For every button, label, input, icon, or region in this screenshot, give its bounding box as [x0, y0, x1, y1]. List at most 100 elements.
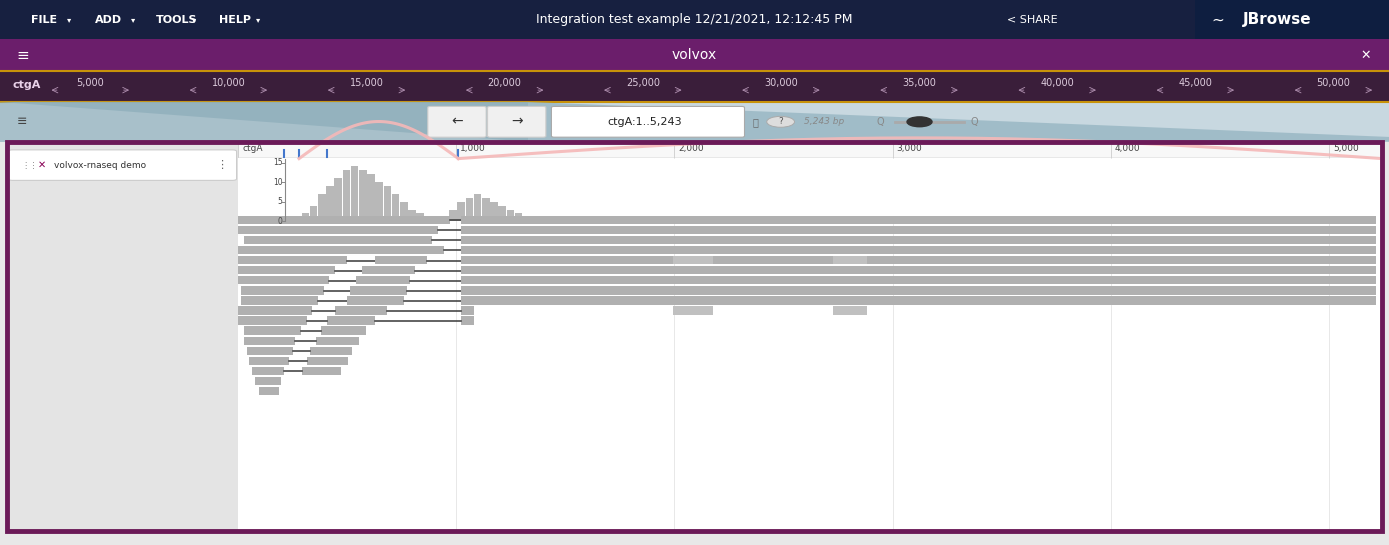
Text: Integration test example 12/21/2021, 12:12:45 PM: Integration test example 12/21/2021, 12:…: [536, 13, 853, 26]
Text: 45,000: 45,000: [1178, 77, 1213, 88]
Bar: [461, 256, 1376, 264]
Bar: [358, 171, 367, 221]
Bar: [238, 306, 313, 315]
Text: Q: Q: [971, 117, 978, 127]
Polygon shape: [0, 102, 528, 142]
Bar: [499, 205, 506, 221]
Bar: [461, 316, 474, 325]
Bar: [833, 256, 867, 264]
Text: 30,000: 30,000: [764, 77, 797, 88]
Bar: [367, 174, 375, 221]
Bar: [238, 215, 450, 224]
Text: ▾: ▾: [131, 15, 135, 24]
Bar: [343, 171, 350, 221]
Bar: [238, 276, 329, 284]
Bar: [293, 217, 301, 221]
Bar: [310, 205, 317, 221]
Bar: [490, 202, 497, 221]
Polygon shape: [0, 102, 1389, 142]
Text: ~: ~: [1211, 12, 1224, 27]
Text: ctgA: ctgA: [13, 80, 40, 90]
Bar: [392, 194, 399, 221]
Bar: [243, 235, 432, 244]
Bar: [524, 217, 531, 221]
Text: volvox-rnaseq demo: volvox-rnaseq demo: [54, 161, 146, 169]
Bar: [326, 186, 333, 221]
Bar: [256, 377, 282, 385]
Bar: [247, 347, 293, 355]
Bar: [482, 198, 489, 221]
Text: ✕: ✕: [1360, 49, 1371, 62]
Text: 40,000: 40,000: [1040, 77, 1074, 88]
Bar: [672, 256, 713, 264]
Text: < SHARE: < SHARE: [1007, 15, 1057, 25]
Text: →: →: [511, 115, 522, 129]
Bar: [0, 102, 1389, 142]
Bar: [7, 142, 1382, 531]
Text: ADD: ADD: [94, 15, 122, 25]
Bar: [375, 182, 383, 221]
FancyBboxPatch shape: [8, 150, 236, 180]
Text: 10: 10: [272, 178, 282, 186]
Text: volvox: volvox: [672, 48, 717, 62]
Bar: [375, 256, 426, 264]
FancyBboxPatch shape: [428, 106, 486, 137]
Text: 35,000: 35,000: [901, 77, 936, 88]
Bar: [347, 296, 404, 305]
Bar: [335, 306, 386, 315]
Text: 2,000: 2,000: [679, 144, 704, 153]
Text: FILE: FILE: [31, 15, 57, 25]
Bar: [461, 266, 1376, 275]
Bar: [238, 316, 307, 325]
Bar: [1195, 0, 1389, 39]
Bar: [461, 296, 1376, 305]
Bar: [515, 214, 522, 221]
Bar: [243, 336, 296, 345]
Text: ≡: ≡: [17, 47, 29, 63]
Bar: [238, 266, 335, 275]
Text: ctgA: ctgA: [242, 144, 263, 153]
Bar: [250, 357, 289, 365]
Bar: [833, 306, 867, 315]
Text: ctgA:1..5,243: ctgA:1..5,243: [607, 117, 682, 127]
Bar: [258, 387, 279, 396]
Text: 5,000: 5,000: [76, 77, 104, 88]
Bar: [672, 306, 713, 315]
Bar: [0, 71, 1389, 102]
Text: ←: ←: [451, 115, 463, 129]
Bar: [351, 166, 358, 221]
Bar: [400, 202, 407, 221]
Text: 50,000: 50,000: [1317, 77, 1350, 88]
Bar: [461, 215, 1376, 224]
Bar: [242, 296, 318, 305]
Text: TOOLS: TOOLS: [156, 15, 197, 25]
Text: 20,000: 20,000: [488, 77, 522, 88]
Bar: [301, 367, 340, 375]
Bar: [425, 217, 432, 221]
Text: 🔍: 🔍: [753, 117, 758, 127]
Text: JBrowse: JBrowse: [1243, 12, 1311, 27]
Text: ▾: ▾: [67, 15, 71, 24]
Bar: [318, 194, 325, 221]
Text: 5,000: 5,000: [1333, 144, 1358, 153]
Bar: [507, 209, 514, 221]
Bar: [251, 367, 283, 375]
Bar: [315, 336, 360, 345]
Bar: [238, 142, 1382, 157]
Bar: [328, 316, 375, 325]
Text: 0: 0: [278, 217, 282, 226]
Text: ⋮: ⋮: [215, 160, 226, 170]
Bar: [383, 186, 392, 221]
Text: 10,000: 10,000: [211, 77, 246, 88]
Bar: [7, 142, 1382, 531]
Bar: [457, 202, 465, 221]
FancyBboxPatch shape: [488, 106, 546, 137]
Bar: [238, 246, 444, 254]
Text: ▾: ▾: [192, 15, 196, 24]
Bar: [461, 306, 474, 315]
Text: 5: 5: [278, 197, 282, 206]
Text: Q: Q: [876, 117, 883, 127]
Text: ?: ?: [778, 117, 783, 126]
Bar: [307, 357, 347, 365]
Bar: [242, 286, 324, 294]
